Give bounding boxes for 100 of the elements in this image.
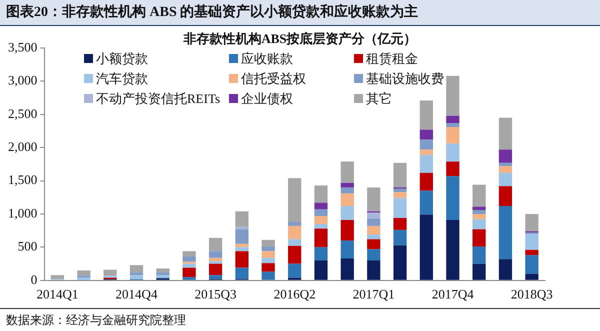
bar <box>525 214 538 232</box>
bar <box>314 247 328 260</box>
legend-label: 应收账款 <box>240 50 294 68</box>
bar <box>235 229 249 244</box>
bar <box>314 202 328 210</box>
bar <box>420 214 433 280</box>
legend-label: 不动产投资信托REITs <box>95 90 222 108</box>
y-tick-label: 0 <box>30 272 38 287</box>
bar <box>340 182 354 188</box>
bar <box>288 264 302 278</box>
bar <box>340 187 354 194</box>
bar <box>208 264 222 276</box>
bar <box>446 127 460 144</box>
bar <box>498 118 512 150</box>
bar <box>446 162 460 176</box>
legend-label: 小额贷款 <box>95 50 149 68</box>
x-tick-label: 2016Q2 <box>274 286 316 302</box>
legend-label: 租赁租金 <box>365 50 419 68</box>
legend-label: 汽车贷款 <box>95 70 149 88</box>
bar <box>340 258 354 280</box>
bar <box>314 224 328 229</box>
y-tick-label: 1,000 <box>8 205 38 220</box>
bar <box>77 270 90 276</box>
bar <box>498 259 512 280</box>
bar <box>472 229 486 247</box>
y-tick-label: 2,000 <box>8 139 38 154</box>
y-tick-label: 500 <box>18 238 38 254</box>
bar <box>393 245 407 280</box>
bar <box>498 150 512 163</box>
bar <box>525 250 538 256</box>
x-tick-label: 2014Q4 <box>116 286 158 302</box>
bar <box>262 263 275 272</box>
bar <box>156 272 170 276</box>
bar <box>367 226 380 235</box>
legend-label: 信托受益权 <box>240 70 307 88</box>
bar <box>420 140 433 150</box>
bar <box>340 240 354 258</box>
bar <box>420 154 433 173</box>
bar <box>446 123 460 128</box>
bar <box>235 247 249 252</box>
bar <box>182 256 196 262</box>
bar <box>525 255 538 274</box>
bar <box>104 270 117 276</box>
bar <box>446 116 460 124</box>
bar <box>262 251 275 258</box>
bar <box>420 100 433 130</box>
x-tick-label: 2017Q4 <box>432 286 474 302</box>
bar <box>340 220 354 241</box>
x-tick-label: 2014Q1 <box>36 286 78 302</box>
bar <box>420 150 433 155</box>
bar <box>262 272 275 280</box>
bar <box>130 275 144 280</box>
bar <box>288 246 302 264</box>
bar <box>393 230 407 246</box>
x-tick-label: 2018Q3 <box>510 286 553 302</box>
bar <box>288 178 302 222</box>
bar <box>472 264 486 280</box>
bar <box>262 240 275 247</box>
bar <box>446 176 460 220</box>
bar <box>288 239 302 246</box>
bar <box>498 206 512 260</box>
bar <box>393 198 407 218</box>
bar <box>182 251 196 256</box>
y-tick-label: 3,000 <box>8 72 38 88</box>
bar <box>156 268 170 272</box>
bar <box>367 212 380 219</box>
bar <box>472 214 486 220</box>
legend-label: 其它 <box>365 90 393 108</box>
bar <box>472 246 486 264</box>
bar <box>340 193 354 206</box>
bar <box>235 251 249 268</box>
bar <box>235 268 249 280</box>
legend-label: 企业债权 <box>240 90 294 108</box>
bar <box>472 206 486 210</box>
bar <box>393 218 407 230</box>
bar <box>288 226 302 240</box>
bar <box>446 76 460 116</box>
bar <box>182 277 196 280</box>
bar <box>182 268 196 278</box>
source-note: 数据来源：经济与金融研究院整理 <box>6 312 186 329</box>
bar <box>314 185 328 203</box>
bar <box>367 239 380 250</box>
bar <box>314 260 328 280</box>
y-tick-label: 2,500 <box>8 106 38 121</box>
bar <box>367 249 380 260</box>
bar <box>393 162 407 188</box>
bar <box>367 218 380 226</box>
bar <box>208 251 222 258</box>
bar <box>262 258 275 264</box>
bar <box>446 220 460 280</box>
bar <box>525 274 538 280</box>
bar <box>393 192 407 198</box>
chart-title: 图表20：非存款性机构 ABS 的基础资产以小额贷款和应收账款为主 <box>0 0 600 26</box>
bar <box>420 130 433 140</box>
y-tick-label: 1,500 <box>8 172 38 188</box>
bar <box>235 211 249 227</box>
bar <box>314 216 328 224</box>
bar <box>208 238 222 252</box>
bar <box>182 264 196 268</box>
bar <box>525 234 538 250</box>
